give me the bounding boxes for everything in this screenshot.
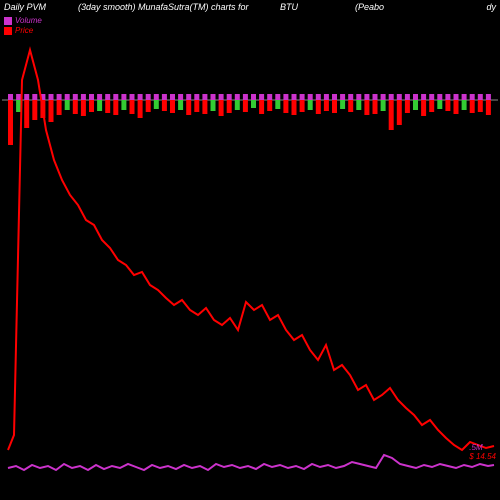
chart-area bbox=[2, 30, 498, 498]
header-right: dy bbox=[486, 2, 496, 12]
legend-volume-label: Volume bbox=[15, 16, 42, 25]
chart-header: Daily PVM (3day smooth) MunafaSutra(TM) … bbox=[0, 2, 500, 16]
value-annotations: .5M $ 14.54 bbox=[469, 443, 496, 462]
header-company: (Peabo bbox=[355, 2, 384, 12]
header-ticker: BTU bbox=[280, 2, 298, 12]
header-left: Daily PVM bbox=[4, 2, 46, 12]
legend-volume: Volume bbox=[4, 16, 42, 25]
annotation-price: $ 14.54 bbox=[469, 452, 496, 462]
annotation-volume: .5M bbox=[469, 443, 496, 453]
header-mid1: (3day smooth) MunafaSutra(TM) charts for bbox=[78, 2, 249, 12]
chart-svg bbox=[2, 30, 498, 498]
legend-volume-swatch bbox=[4, 17, 12, 25]
